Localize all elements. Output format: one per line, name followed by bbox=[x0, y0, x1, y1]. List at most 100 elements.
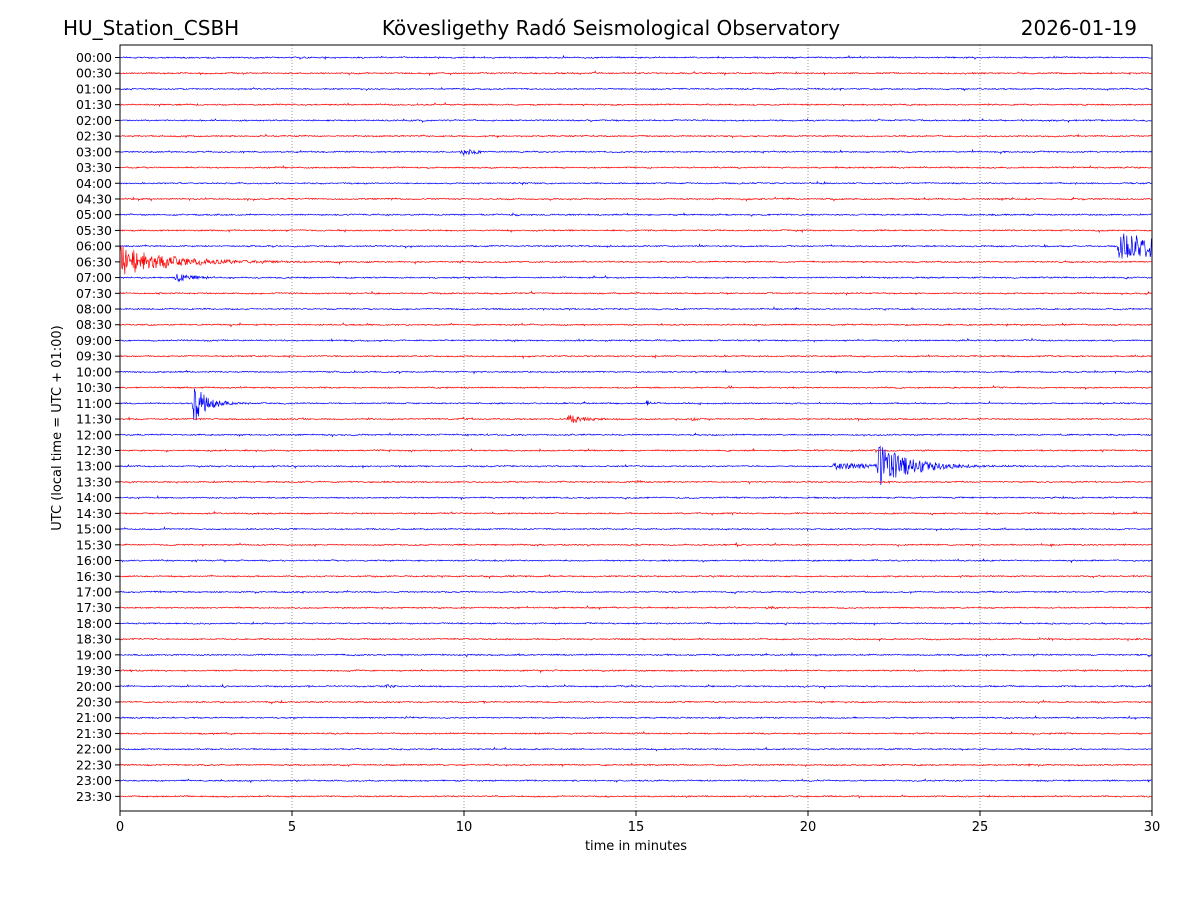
trace-row-2100 bbox=[119, 715, 1152, 720]
trace-row-1430 bbox=[119, 510, 1152, 516]
x-tick-label: 20 bbox=[800, 820, 817, 835]
trace-row-0000 bbox=[119, 54, 1152, 61]
row-time-label: 03:30 bbox=[76, 160, 112, 175]
trace-row-1200 bbox=[119, 432, 1152, 438]
row-time-label: 05:00 bbox=[76, 207, 112, 222]
plot-frame bbox=[119, 44, 1153, 812]
trace-row-1930 bbox=[119, 668, 1152, 674]
y-axis-label: UTC (local time = UTC + 01:00) bbox=[50, 325, 65, 530]
trace-row-2330 bbox=[119, 794, 1152, 799]
row-time-label: 20:30 bbox=[76, 695, 112, 710]
trace-row-1030 bbox=[119, 384, 1152, 390]
trace-row-0430 bbox=[119, 196, 1152, 202]
trace-row-0530 bbox=[119, 228, 1152, 234]
row-time-label: 02:00 bbox=[76, 113, 112, 128]
row-time-label: 19:00 bbox=[76, 647, 112, 662]
trace-row-2130 bbox=[119, 730, 1152, 736]
row-time-label: 08:00 bbox=[76, 302, 112, 317]
trace-row-2230 bbox=[119, 762, 1152, 768]
row-time-label: 08:30 bbox=[76, 317, 112, 332]
row-time-label: 21:00 bbox=[76, 710, 112, 725]
row-time-label: 13:00 bbox=[76, 459, 112, 474]
trace-row-1230 bbox=[119, 447, 1152, 454]
trace-row-0900 bbox=[119, 337, 1152, 343]
row-time-label: 03:00 bbox=[76, 144, 112, 159]
trace-row-1730 bbox=[119, 605, 1152, 611]
row-time-label: 18:00 bbox=[76, 616, 112, 631]
trace-row-1600 bbox=[119, 558, 1152, 564]
trace-row-1630 bbox=[119, 573, 1152, 580]
trace-row-2030 bbox=[119, 699, 1152, 705]
trace-row-1900 bbox=[119, 652, 1152, 658]
trace-row-0200 bbox=[119, 118, 1152, 124]
trace-row-0130 bbox=[119, 101, 1152, 108]
trace-row-0700 bbox=[119, 273, 1152, 283]
row-time-label: 04:30 bbox=[76, 191, 112, 206]
x-axis-label: time in minutes bbox=[585, 839, 687, 854]
trace-row-2000 bbox=[119, 683, 1152, 690]
row-time-label: 20:00 bbox=[76, 679, 112, 694]
x-tick-label: 0 bbox=[116, 820, 124, 835]
trace-row-1700 bbox=[119, 589, 1152, 595]
chart-title: Kövesligethy Radó Seismological Observat… bbox=[381, 16, 841, 40]
row-time-label: 17:00 bbox=[76, 584, 112, 599]
trace-row-1330 bbox=[119, 479, 1152, 485]
row-time-label: 15:30 bbox=[76, 537, 112, 552]
x-tick-label: 25 bbox=[972, 820, 989, 835]
row-time-label: 04:00 bbox=[76, 176, 112, 191]
trace-row-2300 bbox=[119, 778, 1152, 784]
trace-row-1830 bbox=[119, 636, 1152, 642]
x-tick-label: 5 bbox=[288, 820, 296, 835]
row-time-label: 13:30 bbox=[76, 474, 112, 489]
trace-row-1530 bbox=[119, 541, 1152, 548]
vertical-gridlines bbox=[291, 45, 981, 811]
row-time-label: 10:30 bbox=[76, 380, 112, 395]
row-time-label: 14:30 bbox=[76, 506, 112, 521]
trace-row-0300 bbox=[119, 148, 1152, 156]
row-time-label: 15:00 bbox=[76, 522, 112, 537]
row-time-label: 01:30 bbox=[76, 97, 112, 112]
row-time-label: 05:30 bbox=[76, 223, 112, 238]
x-axis-ticks: 0 5 10 15 20 25 30 bbox=[116, 811, 1160, 835]
trace-row-0230 bbox=[119, 133, 1152, 139]
trace-row-1100 bbox=[119, 388, 1152, 421]
y-axis-ticks: 00:0000:3001:0001:3002:0002:3003:0003:30… bbox=[76, 50, 120, 804]
trace-row-1400 bbox=[119, 494, 1152, 501]
row-time-label: 12:30 bbox=[76, 443, 112, 458]
row-time-label: 06:30 bbox=[76, 254, 112, 269]
row-time-label: 23:30 bbox=[76, 789, 112, 804]
trace-row-0400 bbox=[119, 180, 1152, 186]
trace-row-0800 bbox=[119, 306, 1152, 312]
trace-row-0830 bbox=[119, 322, 1152, 328]
row-time-label: 07:00 bbox=[76, 270, 112, 285]
trace-row-1130 bbox=[119, 415, 1152, 424]
row-time-label: 00:30 bbox=[76, 66, 112, 81]
row-time-label: 16:00 bbox=[76, 553, 112, 568]
row-time-label: 16:30 bbox=[76, 569, 112, 584]
row-time-label: 22:00 bbox=[76, 742, 112, 757]
x-tick-label: 30 bbox=[1144, 820, 1161, 835]
trace-row-0930 bbox=[119, 353, 1152, 360]
row-time-label: 07:30 bbox=[76, 286, 112, 301]
trace-row-0030 bbox=[119, 70, 1152, 77]
row-time-label: 19:30 bbox=[76, 663, 112, 678]
row-time-label: 06:00 bbox=[76, 239, 112, 254]
row-time-label: 10:00 bbox=[76, 364, 112, 379]
row-time-label: 00:00 bbox=[76, 50, 112, 65]
row-time-label: 11:30 bbox=[76, 412, 112, 427]
row-time-label: 09:00 bbox=[76, 333, 112, 348]
row-time-label: 12:00 bbox=[76, 427, 112, 442]
row-time-label: 22:30 bbox=[76, 757, 112, 772]
row-time-label: 01:00 bbox=[76, 81, 112, 96]
row-time-label: 02:30 bbox=[76, 129, 112, 144]
trace-row-2200 bbox=[119, 746, 1152, 752]
x-tick-label: 15 bbox=[628, 820, 645, 835]
trace-row-1500 bbox=[119, 526, 1152, 532]
trace-row-1300 bbox=[119, 445, 1152, 486]
row-time-label: 09:30 bbox=[76, 349, 112, 364]
trace-row-0600 bbox=[119, 233, 1152, 259]
station-name: HU_Station_CSBH bbox=[63, 16, 240, 40]
trace-row-0630 bbox=[119, 245, 1152, 275]
